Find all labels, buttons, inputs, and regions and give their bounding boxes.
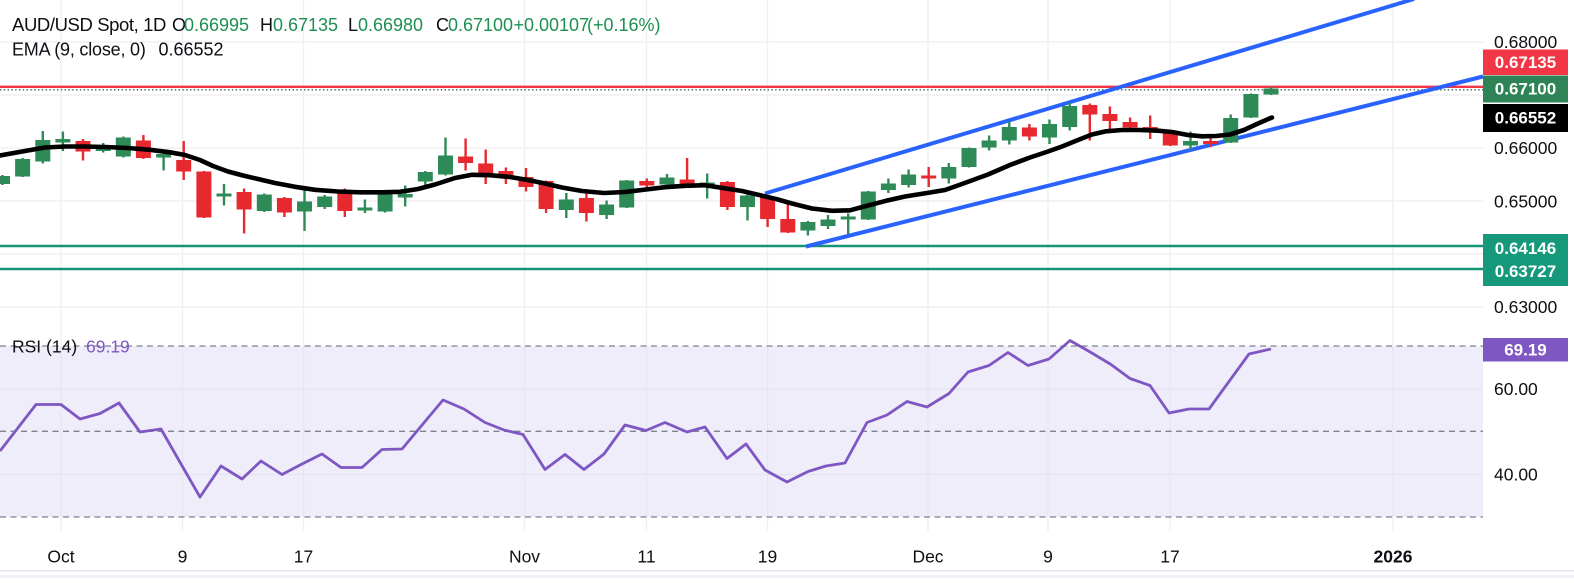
svg-text:17: 17 [294, 547, 313, 567]
svg-text:9: 9 [178, 547, 188, 567]
svg-text:0.66552: 0.66552 [1495, 109, 1556, 128]
svg-text:0.66552: 0.66552 [159, 40, 224, 60]
svg-text:C: C [436, 15, 449, 35]
svg-text:0.66000: 0.66000 [1494, 138, 1558, 158]
svg-text:40.00: 40.00 [1494, 465, 1538, 485]
svg-text:0.67100: 0.67100 [448, 15, 513, 35]
svg-text:11: 11 [637, 547, 655, 567]
svg-text:Dec: Dec [912, 547, 943, 567]
svg-text:0.63727: 0.63727 [1495, 262, 1556, 281]
svg-text:0.68000: 0.68000 [1494, 32, 1558, 52]
svg-text:17: 17 [1160, 547, 1179, 567]
svg-text:60.00: 60.00 [1494, 379, 1538, 399]
svg-text:0.64146: 0.64146 [1495, 239, 1556, 258]
svg-text:Oct: Oct [47, 547, 74, 567]
svg-text:0.67100: 0.67100 [1495, 80, 1556, 99]
svg-text:0.66980: 0.66980 [358, 15, 423, 35]
svg-text:H: H [260, 15, 273, 35]
svg-text:0.65000: 0.65000 [1494, 192, 1558, 212]
svg-text:0.67135: 0.67135 [1495, 53, 1556, 72]
svg-text:EMA (9, close, 0): EMA (9, close, 0) [12, 40, 146, 60]
svg-text:0.63000: 0.63000 [1494, 297, 1558, 317]
svg-text:9: 9 [1043, 547, 1053, 567]
svg-text:69.19: 69.19 [86, 337, 130, 357]
svg-text:0.67135: 0.67135 [273, 15, 338, 35]
svg-text:69.19: 69.19 [1504, 340, 1547, 359]
svg-text:2026: 2026 [1374, 547, 1413, 567]
svg-text:RSI (14): RSI (14) [12, 337, 77, 357]
svg-text:Nov: Nov [509, 547, 540, 567]
svg-text:(+0.16%): (+0.16%) [587, 15, 661, 35]
svg-text:+0.00107: +0.00107 [514, 15, 590, 35]
svg-text:0.66995: 0.66995 [184, 15, 249, 35]
svg-text:L: L [348, 15, 358, 35]
svg-text:19: 19 [758, 547, 777, 567]
svg-text:AUD/USD Spot, 1D: AUD/USD Spot, 1D [12, 14, 166, 35]
svg-text:O: O [172, 15, 186, 35]
